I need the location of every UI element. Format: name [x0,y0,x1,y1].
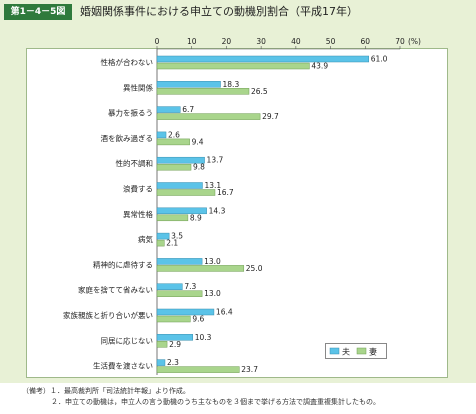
bar-husband [156,334,194,341]
x-tick-label: 20 [222,37,232,46]
category-label: 異性関係 [123,82,153,92]
bar-wife [156,290,203,297]
category-label: 生活費を渡さない [93,361,153,371]
value-label-husband: 16.4 [216,308,233,317]
bar-husband [156,156,205,164]
value-label-husband: 6.7 [182,105,194,114]
category-label: 家族親族と折り合いが悪い [63,310,153,320]
value-label-wife: 23.7 [241,365,258,374]
value-label-husband: 2.6 [168,130,180,139]
bar-wife [156,113,261,120]
figure-label: 第1－4－5図 [4,4,72,20]
plot-area [26,48,448,378]
bar-husband [156,131,167,139]
value-label-wife: 25.0 [246,264,263,273]
bar-wife [156,341,168,348]
bar-wife [156,163,192,171]
x-tick-label: 70 [395,37,405,46]
x-tick-label: 0 [155,37,160,46]
bar-husband [156,308,215,316]
bar-wife [156,265,245,272]
bar-wife [156,239,165,247]
bar-husband [156,232,170,240]
value-label-wife: 2.9 [169,340,181,349]
value-label-husband: 13.1 [204,181,221,190]
x-tick-label: 50 [326,37,336,46]
value-label-husband: 2.3 [167,358,179,367]
category-label: 精神的に虐待する [93,259,153,269]
bar-husband [156,258,203,265]
bar-wife [156,88,250,95]
x-tick-label: 10 [187,37,197,46]
category-label: 家庭を捨てて省みない [78,285,153,295]
x-tick-label: 30 [256,37,266,46]
bar-husband [156,207,207,215]
category-label: 病気 [138,234,153,244]
value-label-wife: 29.7 [262,112,279,121]
category-label: 異常性格 [123,209,153,219]
legend: 夫 妻 [325,343,387,359]
bar-husband [156,106,181,113]
value-label-husband: 7.3 [184,282,196,291]
x-tick-label: 60 [361,37,371,46]
category-label: 性的不調和 [116,158,154,168]
value-label-wife: 9.6 [192,315,204,324]
category-label: 暴力を振るう [108,108,153,118]
bar-wife [156,315,191,323]
category-label: 同居に応じない [101,335,154,345]
bar-wife [156,138,190,146]
bar-wife [156,366,240,373]
bar-husband [156,55,370,63]
note-2: ２．申立ての動機は，申立人の言う動機のうち主なものを３個まで挙げる方法で調査重複… [51,398,380,406]
note-1: （備考）１．最高裁判所「司法統計年報」より作成。 [22,387,190,395]
value-label-wife: 9.8 [193,163,205,172]
value-label-wife: 9.4 [192,137,204,146]
x-unit-label: (%) [408,37,421,46]
legend-swatch-husband [329,347,340,355]
value-label-husband: 18.3 [223,80,240,89]
value-label-husband: 14.3 [209,206,226,215]
legend-label-husband: 夫 [342,347,350,357]
figure-title: 婚姻関係事件における申立ての動機別割合（平成17年） [80,5,358,18]
bar-wife [156,62,310,70]
category-label: 酒を飲み過ぎる [101,133,154,143]
value-label-wife: 16.7 [217,188,234,197]
legend-label-wife: 妻 [369,347,377,357]
bar-husband [156,182,203,189]
value-label-husband: 13.7 [207,156,224,165]
value-label-wife: 43.9 [311,62,328,71]
bar-husband [156,81,221,88]
bar-wife [156,214,189,222]
legend-swatch-wife [356,347,367,355]
value-label-wife: 8.9 [190,213,202,222]
category-label: 浪費する [123,184,153,194]
notes: （備考）１．最高裁判所「司法統計年報」より作成。 ２．申立ての動機は，申立人の言… [22,386,472,408]
value-label-wife: 26.5 [251,87,268,96]
x-tick-label: 40 [291,37,301,46]
value-label-wife: 2.1 [166,239,178,248]
value-label-husband: 3.5 [171,232,183,241]
value-label-husband: 10.3 [195,333,212,342]
bar-husband [156,359,166,366]
bar-husband [156,283,183,290]
category-label: 性格が合わない [101,57,154,67]
bar-wife [156,189,216,196]
value-label-husband: 13.0 [204,257,221,266]
value-label-husband: 61.0 [371,55,388,64]
value-label-wife: 13.0 [204,289,221,298]
